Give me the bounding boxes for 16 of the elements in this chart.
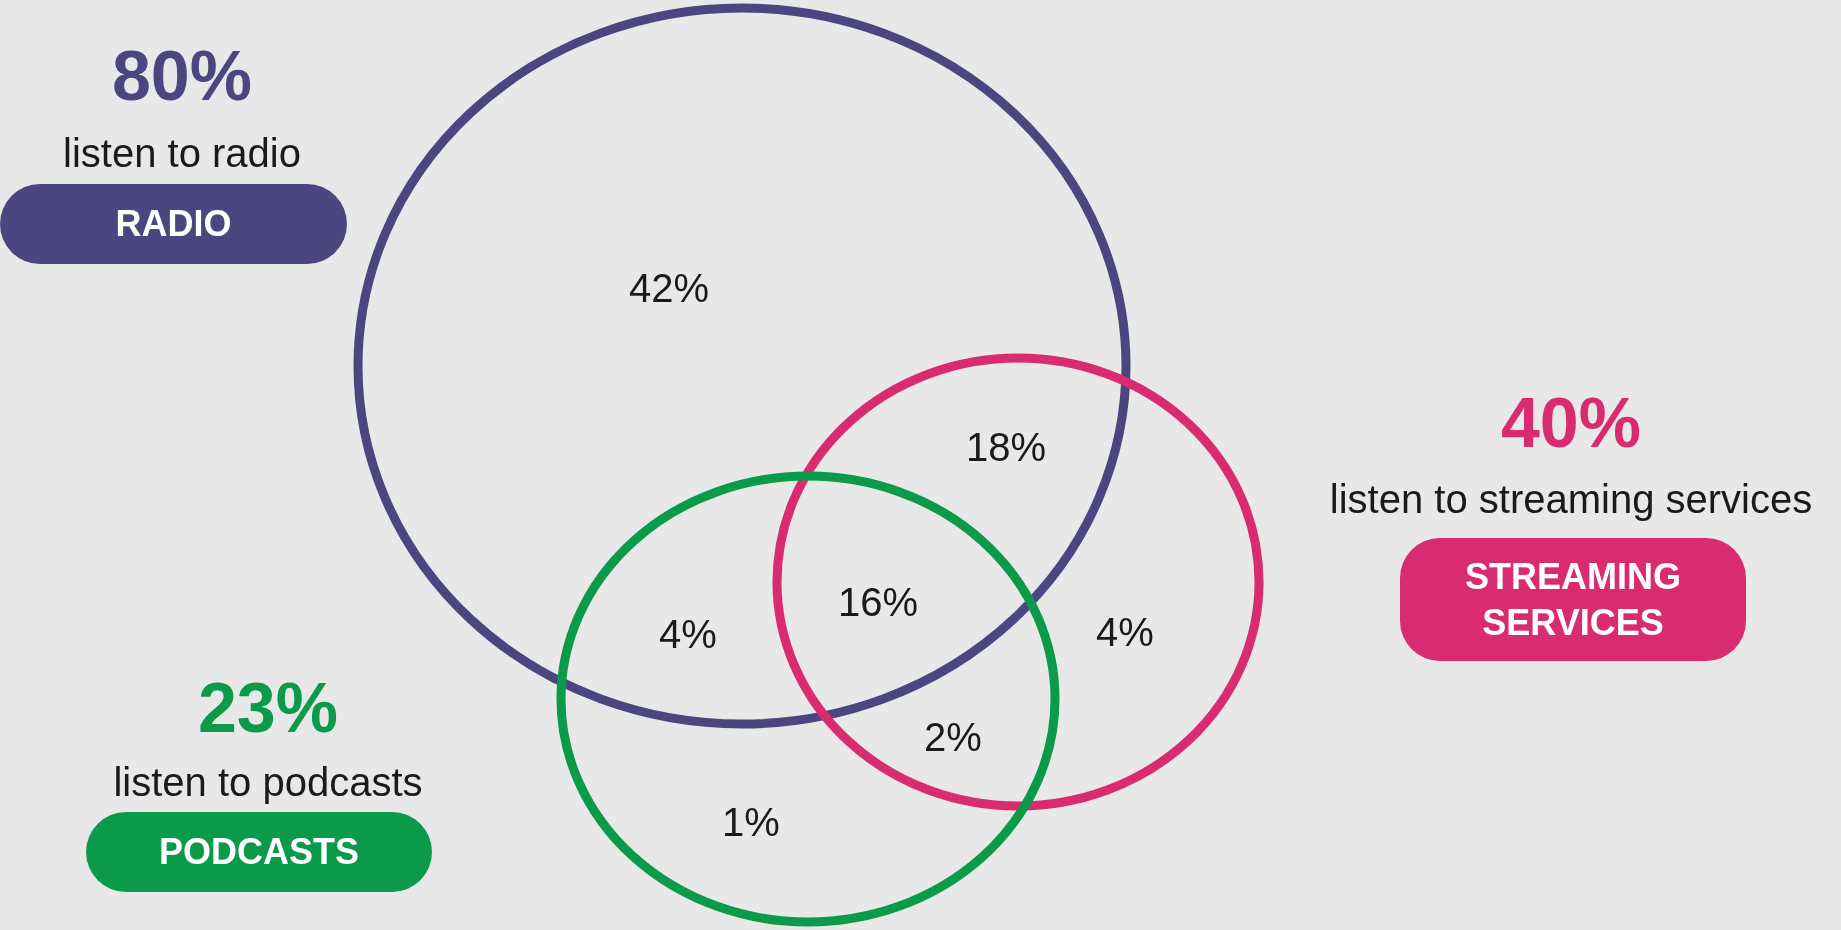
category-label: RADIO xyxy=(115,202,232,246)
text: listen to podcasts xyxy=(113,760,423,804)
text: 16% xyxy=(837,580,919,624)
text: listen to streaming services xyxy=(1329,477,1813,521)
data-label: 80% xyxy=(111,37,253,115)
data-label: 40% xyxy=(1500,384,1642,462)
text: 4% xyxy=(1096,610,1154,654)
text: 42% xyxy=(628,266,710,310)
text: 1% xyxy=(722,800,780,844)
text: 18% xyxy=(965,425,1047,469)
category-label: PODCASTS xyxy=(158,830,360,874)
data-label: 23% xyxy=(197,669,339,747)
text: 4% xyxy=(659,612,717,656)
category-label: STREAMING SERVICES xyxy=(1464,554,1682,645)
text: listen to radio xyxy=(63,131,301,175)
text: 2% xyxy=(924,715,982,759)
